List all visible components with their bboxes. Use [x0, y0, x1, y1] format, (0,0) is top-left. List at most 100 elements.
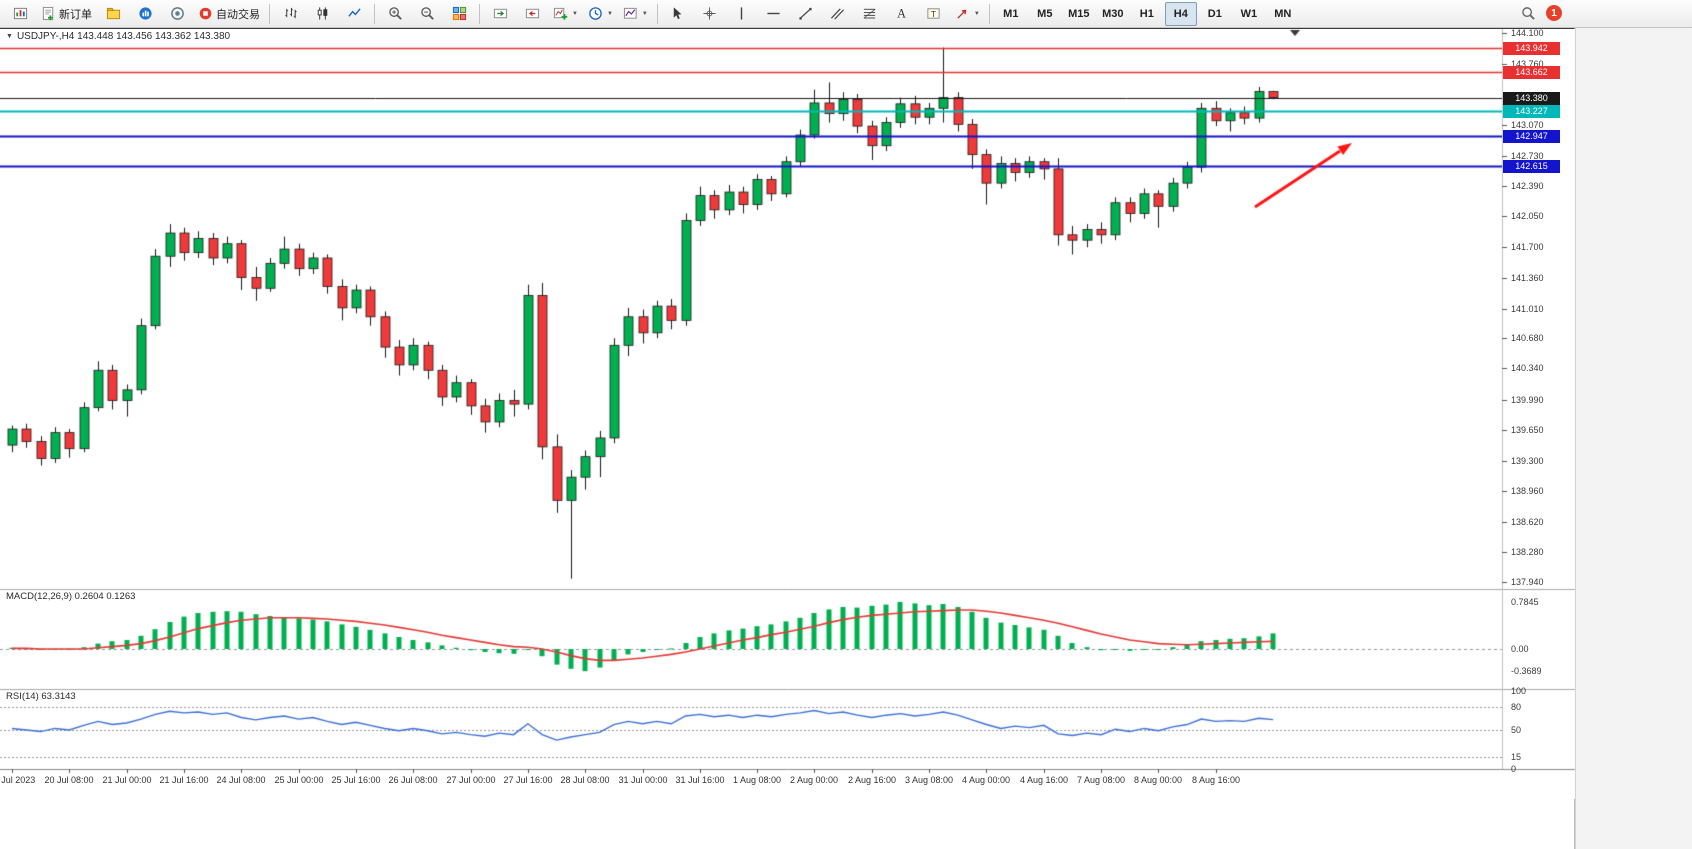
periods-icon	[588, 6, 603, 21]
dropdown-arrow-icon: ▼	[641, 10, 648, 17]
horizontal-line-button[interactable]	[759, 2, 789, 26]
new-order-button-label: 新订单	[59, 8, 92, 21]
zoom-out-button[interactable]	[412, 2, 442, 26]
chart-dropdown-icon[interactable]: ▼	[6, 33, 13, 40]
timeframe-m30-button[interactable]: M30	[1097, 2, 1129, 26]
price-scale-label: 141.010	[1511, 304, 1544, 314]
timeframe-h4-button-label: H4	[1173, 7, 1188, 20]
new-order-button[interactable]: 新订单	[37, 2, 96, 26]
timeframe-w1-button[interactable]: W1	[1233, 2, 1265, 26]
timeframe-m5-button[interactable]: M5	[1029, 2, 1061, 26]
periods-button[interactable]: ▼	[584, 2, 617, 26]
crosshair-button[interactable]	[695, 2, 725, 26]
time-axis-label: 8 Aug 16:00	[1191, 775, 1241, 785]
text-icon: A	[894, 6, 909, 21]
tile-windows-button[interactable]	[444, 2, 474, 26]
timeframe-m15-button[interactable]: M15	[1063, 2, 1095, 26]
time-axis-label: 27 Jul 16:00	[503, 775, 553, 785]
price-scale-label: 143.070	[1511, 120, 1544, 130]
time-axis-label: 8 Aug 00:00	[1133, 775, 1183, 785]
time-axis-label: 25 Jul 00:00	[274, 775, 324, 785]
new-order-icon	[41, 6, 56, 21]
time-axis-label: 24 Jul 08:00	[216, 775, 266, 785]
candle-chart-icon	[315, 6, 330, 21]
price-scale-label: 140.680	[1511, 333, 1544, 343]
svg-text:T: T	[931, 9, 936, 19]
support-line-blue-1-price-box[interactable]: 142.947	[1503, 130, 1560, 143]
time-axis-label: 31 Jul 00:00	[618, 775, 668, 785]
line-chart-button[interactable]	[339, 2, 369, 26]
timeframe-mn-button-label: MN	[1274, 7, 1292, 20]
price-scale-label: 142.390	[1511, 181, 1544, 191]
vertical-line-button[interactable]	[727, 2, 757, 26]
resistance-line-1-price-box[interactable]: 143.942	[1503, 42, 1560, 55]
text-label-icon: T	[926, 6, 941, 21]
time-axis-label: 21 Jul 16:00	[159, 775, 209, 785]
new-chart-button[interactable]	[5, 2, 35, 26]
toolbar: 新订单 自动交易 ▼ ▼ ▼ A T ▼ M1 M5 M15 M30 H1 H4 D1 W1 MN 1	[0, 0, 1692, 28]
chart-shift-icon	[525, 6, 540, 21]
timeframe-mn-button[interactable]: MN	[1267, 2, 1299, 26]
indicators-button[interactable]: ▼	[549, 2, 582, 26]
timeframe-m5-button-label: M5	[1037, 7, 1053, 20]
profiles-icon	[106, 6, 121, 21]
price-scale-label: 138.280	[1511, 547, 1544, 557]
rsi-scale-label: 0	[1511, 764, 1517, 774]
support-line-blue-2-price-box[interactable]: 142.615	[1503, 160, 1560, 173]
chart-window[interactable]: ▼ USDJPY-,H4 143.448 143.456 143.362 143…	[0, 28, 1575, 849]
support-line-cyan-price-box[interactable]: 143.227	[1503, 105, 1560, 118]
price-scale-label: 140.340	[1511, 363, 1544, 373]
arrows-button[interactable]: ▼	[951, 2, 984, 26]
vline-icon	[734, 6, 749, 21]
market-watch-button[interactable]	[130, 2, 160, 26]
time-axis-label: 3 Aug 08:00	[904, 775, 954, 785]
autotrading-button[interactable]: 自动交易	[194, 2, 264, 26]
candlestick-chart-button[interactable]	[307, 2, 337, 26]
timeframe-m1-button[interactable]: M1	[995, 2, 1027, 26]
rsi-scale-label: 15	[1511, 752, 1522, 762]
text-label-button[interactable]: T	[919, 2, 949, 26]
timeframe-h4-button[interactable]: H4	[1164, 1, 1197, 26]
fibonacci-icon	[862, 6, 877, 21]
community-button[interactable]	[162, 2, 192, 26]
price-scale-label: 141.360	[1511, 273, 1544, 283]
community-icon	[170, 6, 185, 21]
zoom-in-button[interactable]	[380, 2, 410, 26]
text-button[interactable]: A	[887, 2, 917, 26]
cursor-button[interactable]	[663, 2, 693, 26]
timeframe-h1-button[interactable]: H1	[1131, 2, 1163, 26]
svg-text:A: A	[897, 7, 906, 21]
toolbar-separator	[269, 3, 270, 24]
chart-profiles-button[interactable]	[98, 2, 128, 26]
timeframe-w1-button-label: W1	[1240, 7, 1258, 20]
auto-scroll-button[interactable]	[485, 2, 515, 26]
toolbar-separator	[656, 3, 658, 24]
chart-canvas[interactable]	[0, 29, 1575, 799]
chart-shift-button[interactable]	[517, 2, 547, 26]
bar-chart-button[interactable]	[275, 2, 305, 26]
price-scale-label: 139.300	[1511, 456, 1544, 466]
rsi-scale-label: 100	[1511, 686, 1527, 696]
cursor-icon	[670, 6, 685, 21]
price-scale-label: 138.960	[1511, 486, 1544, 496]
trendline-button[interactable]	[791, 2, 821, 26]
time-axis-label: 4 Aug 16:00	[1019, 775, 1069, 785]
time-axis-label: 19 Jul 2023	[0, 775, 36, 785]
channel-button[interactable]	[823, 2, 853, 26]
alerts-button[interactable]: 1	[1546, 5, 1562, 21]
templates-button[interactable]: ▼	[619, 2, 652, 26]
arrows-icon	[955, 6, 970, 21]
time-axis-label: 7 Aug 08:00	[1076, 775, 1126, 785]
time-axis-label: 21 Jul 00:00	[102, 775, 152, 785]
macd-scale-label: -0.3689	[1511, 666, 1542, 676]
search-button[interactable]	[1521, 6, 1536, 21]
fibonacci-button[interactable]	[855, 2, 885, 26]
tile-windows-icon	[452, 6, 467, 21]
resistance-line-2-price-box[interactable]: 143.662	[1503, 66, 1560, 79]
bid-price-line-price-box[interactable]: 143.380	[1503, 92, 1560, 105]
toolbar-separator	[988, 3, 990, 24]
macd-scale-label: 0.00	[1511, 644, 1529, 654]
line-chart-icon	[347, 6, 362, 21]
timeframe-d1-button[interactable]: D1	[1199, 2, 1231, 26]
